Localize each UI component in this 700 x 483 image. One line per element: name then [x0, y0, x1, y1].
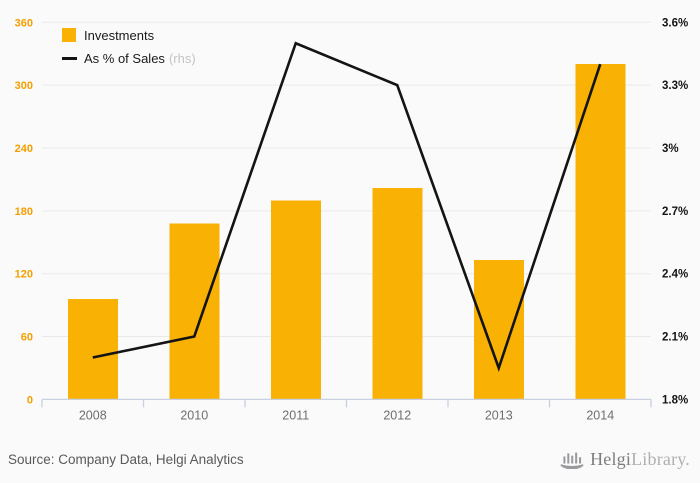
- bar-2012: [372, 187, 423, 400]
- x-axis-label-2014: 2014: [586, 408, 614, 422]
- right-axis-label: 1.8%: [662, 394, 688, 406]
- logo-helgi-text: Helgi: [590, 449, 632, 469]
- x-axis-label-2012: 2012: [383, 408, 411, 422]
- left-axis-label: 120: [15, 269, 33, 281]
- x-axis-label-2008: 2008: [79, 408, 107, 422]
- legend-item-investments: Investments: [62, 27, 196, 43]
- bar-2011: [270, 200, 321, 400]
- source-text: Source: Company Data, Helgi Analytics: [8, 452, 244, 467]
- bar-2014: [575, 64, 626, 400]
- x-axis-label-2013: 2013: [485, 408, 513, 422]
- pct-of-sales-line: [92, 41, 602, 372]
- left-axis-label: 240: [15, 143, 33, 155]
- helgi-library-logo: HelgiLibrary.: [560, 449, 690, 470]
- left-axis-label: 60: [21, 332, 33, 344]
- left-axis-label: 0: [27, 394, 33, 406]
- x-axis-label-2011: 2011: [282, 408, 309, 422]
- bar-2010: [169, 223, 220, 400]
- chart-legend: Investments As % of Sales (rhs): [62, 27, 196, 66]
- chart-plot: 0 60 120 180 240 300 360 1.8% 2.1% 2.4% 2.7% 3% 3.3%…: [15, 17, 689, 422]
- x-axis-label-2010: 2010: [180, 408, 208, 422]
- logo-library-text: Library.: [631, 449, 690, 469]
- left-axis-label: 360: [15, 17, 33, 29]
- legend-item-pct-of-sales: As % of Sales (rhs): [62, 50, 196, 66]
- legend-bar-swatch: [62, 28, 76, 42]
- right-axis-label: 2.7%: [662, 206, 688, 218]
- right-axis-label: 2.1%: [662, 332, 688, 344]
- right-axis-label: 3.3%: [662, 80, 688, 92]
- right-axis-label: 2.4%: [662, 269, 688, 281]
- legend-label-rhs: (rhs): [168, 50, 196, 66]
- left-axis-label: 180: [15, 206, 33, 218]
- right-axis-label: 3.6%: [662, 17, 688, 29]
- right-axis-label: 3%: [662, 143, 679, 155]
- left-axis-label: 300: [15, 80, 33, 92]
- logo-wordmark: HelgiLibrary.: [590, 449, 690, 470]
- legend-label-investments: Investments: [84, 27, 155, 43]
- ship-bars-icon: [560, 452, 584, 469]
- legend-line-swatch: [62, 56, 77, 60]
- bar-2013: [473, 260, 524, 400]
- bar-2008: [67, 298, 118, 400]
- legend-label-pct-of-sales: As % of Sales: [84, 50, 165, 66]
- footer: Source: Company Data, Helgi Analytics He…: [0, 440, 700, 483]
